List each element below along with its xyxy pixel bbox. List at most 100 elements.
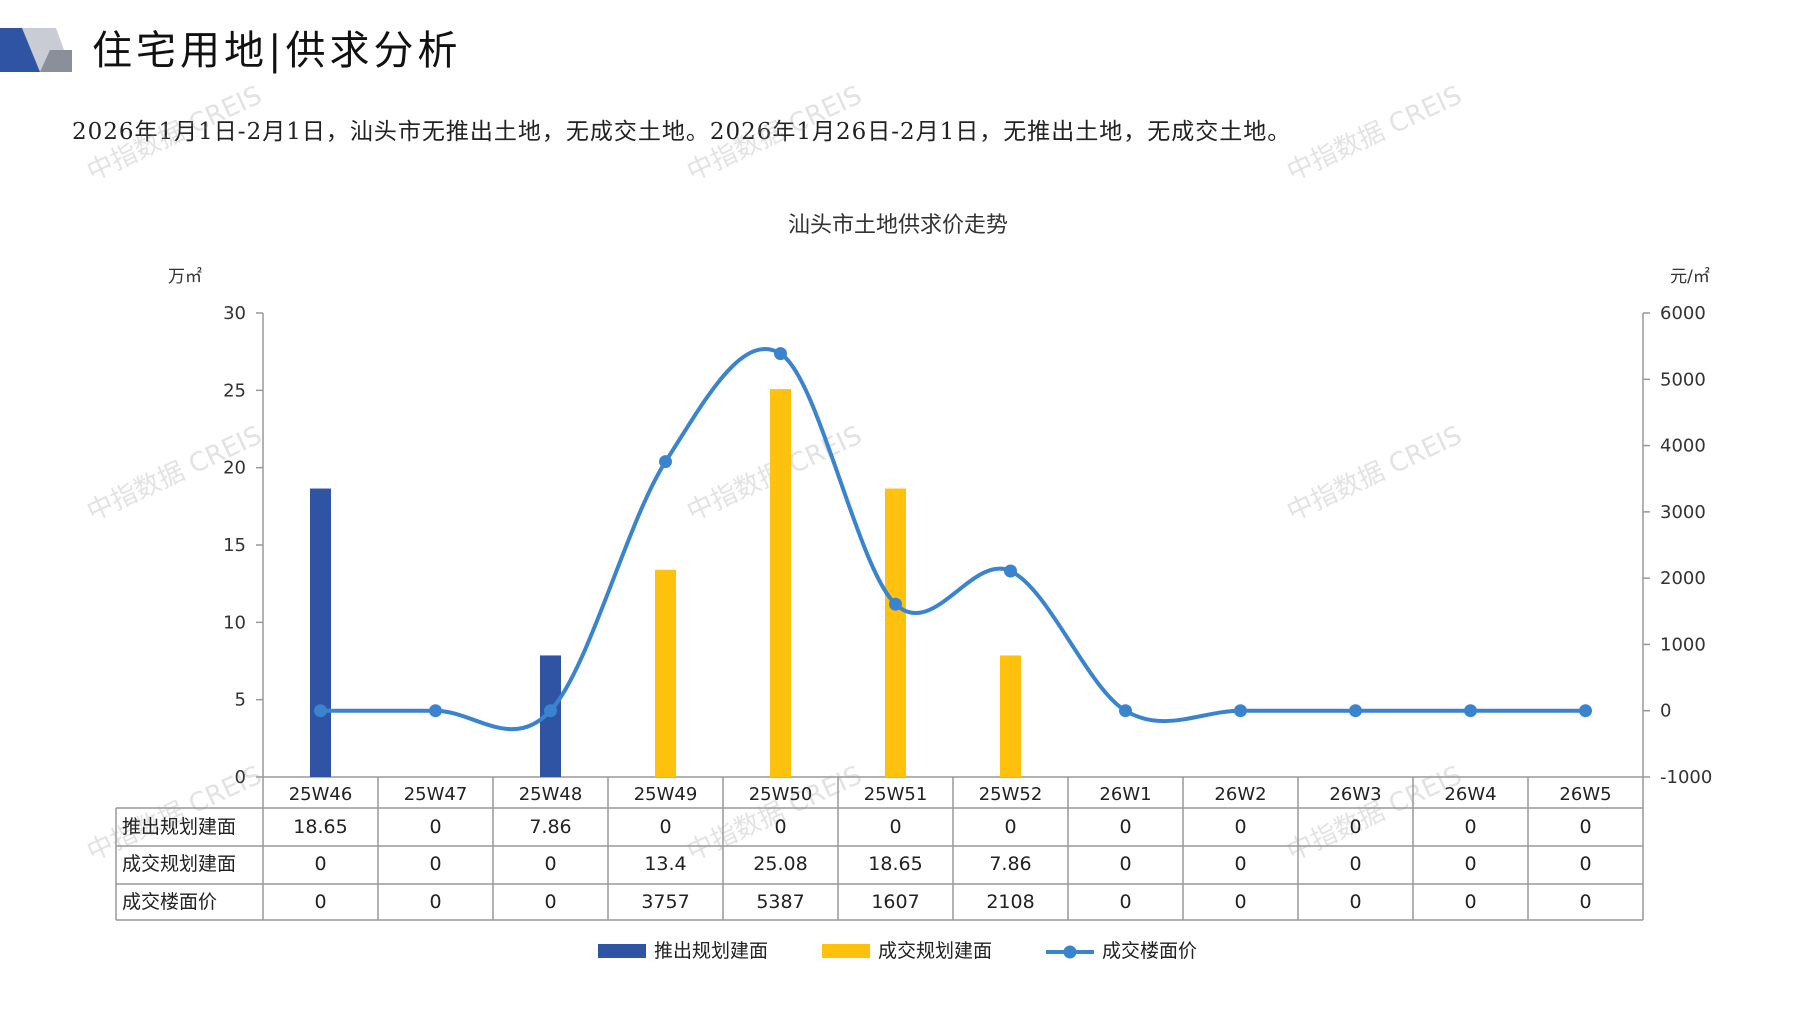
y-right-tick-label: 5000 — [1660, 369, 1706, 390]
x-tick-label: 25W46 — [289, 784, 353, 805]
table-cell: 25.08 — [753, 853, 807, 875]
x-tick-label: 25W48 — [519, 784, 583, 805]
table-cell: 0 — [1349, 891, 1361, 913]
x-tick-label: 26W3 — [1329, 784, 1381, 805]
price-point — [1349, 704, 1362, 718]
bar-deal — [655, 569, 676, 777]
axes-and-table — [115, 312, 1650, 921]
table-cell: 0 — [1119, 816, 1131, 838]
y-right-tick-label: 0 — [1660, 701, 1671, 722]
table-cell: 0 — [544, 853, 556, 875]
price-point — [544, 704, 557, 718]
table-cell: 0 — [1234, 891, 1246, 913]
table-cell: 0 — [1464, 891, 1476, 913]
legend-swatch-deal — [822, 944, 870, 958]
bar-deal — [885, 488, 906, 777]
table-cell: 0 — [314, 891, 326, 913]
price-line — [314, 347, 1592, 732]
x-tick-label: 25W52 — [979, 784, 1043, 805]
table-cell: 0 — [1464, 853, 1476, 875]
y-left-unit: 万㎡ — [168, 267, 202, 287]
y-left-tick-label: 20 — [223, 458, 246, 479]
y-right-tick-label: 1000 — [1660, 634, 1706, 655]
x-tick-label: 26W1 — [1099, 784, 1151, 805]
x-tick-label: 25W51 — [864, 784, 928, 805]
price-point — [1004, 564, 1017, 578]
y-right-unit: 元/㎡ — [1670, 267, 1710, 287]
price-point — [1119, 704, 1132, 718]
table-cell: 0 — [1464, 816, 1476, 838]
table-cell: 5387 — [756, 891, 804, 913]
bar-deal — [1000, 655, 1021, 777]
y-left-tick-label: 10 — [223, 612, 246, 633]
legend-label-price: 成交楼面价 — [1102, 940, 1197, 962]
price-point — [1234, 704, 1247, 718]
y-right-tick-label: 2000 — [1660, 568, 1706, 589]
x-tick-label: 26W2 — [1214, 784, 1266, 805]
table-cell: 0 — [429, 816, 441, 838]
x-tick-label: 25W50 — [749, 784, 813, 805]
price-point — [1579, 704, 1592, 718]
legend-swatch-supply — [598, 944, 646, 958]
table-cell: 2108 — [986, 891, 1034, 913]
table-cell: 18.65 — [293, 816, 347, 838]
y-right-tick-label: -1000 — [1660, 767, 1712, 788]
table-cell: 13.4 — [644, 853, 686, 875]
table-cell: 0 — [544, 891, 556, 913]
table-cell: 0 — [889, 816, 901, 838]
price-point — [429, 704, 442, 718]
page-title: 住宅用地|供求分析 — [92, 28, 462, 74]
table-cell: 18.65 — [868, 853, 922, 875]
y-left-tick-label: 15 — [223, 535, 246, 556]
y-left-tick-label: 5 — [235, 690, 246, 711]
price-point — [1464, 704, 1477, 718]
x-tick-label: 25W49 — [634, 784, 698, 805]
price-point — [314, 704, 327, 718]
table-cell: 0 — [429, 891, 441, 913]
table-cell: 0 — [1004, 816, 1016, 838]
table-cell: 0 — [774, 816, 786, 838]
bars — [310, 389, 1021, 777]
bar-deal — [770, 389, 791, 777]
table-cell: 0 — [1119, 853, 1131, 875]
y-left-tick-label: 25 — [223, 380, 246, 401]
summary-text: 2026年1月1日-2月1日，汕头市无推出土地，无成交土地。2026年1月26日… — [72, 119, 1292, 145]
price-line-path — [320, 347, 1586, 732]
table-cell: 1607 — [871, 891, 919, 913]
y-right-tick-label: 6000 — [1660, 303, 1706, 324]
table-row-header: 成交楼面价 — [122, 891, 217, 913]
table-cell: 0 — [1349, 853, 1361, 875]
price-point — [774, 347, 787, 361]
table-cell: 0 — [429, 853, 441, 875]
legend-label-supply: 推出规划建面 — [654, 940, 768, 962]
y-left-tick-label: 0 — [235, 767, 246, 788]
table-cell: 0 — [1579, 853, 1591, 875]
legend-marker-price — [1063, 945, 1077, 959]
x-tick-label: 26W4 — [1444, 784, 1496, 805]
table-cell: 0 — [314, 853, 326, 875]
y-left-tick-label: 30 — [223, 303, 246, 324]
y-right-tick-label: 4000 — [1660, 436, 1706, 457]
table-cell: 7.86 — [529, 816, 571, 838]
table-cell: 0 — [1234, 816, 1246, 838]
chart-title: 汕头市土地供求价走势 — [788, 213, 1008, 238]
table-cell: 0 — [1234, 853, 1246, 875]
table-cell: 0 — [1579, 816, 1591, 838]
table-cell: 0 — [1119, 891, 1131, 913]
price-point — [659, 455, 672, 469]
price-point — [889, 597, 902, 611]
header-logo-mark — [0, 28, 72, 72]
tick-labels: 0 5 10 15 20 25 30 -1000 0 1000 2000 3000 4000 5000 60… — [122, 303, 1712, 913]
table-cell: 7.86 — [989, 853, 1031, 875]
legend: 推出规划建面 成交规划建面 成交楼面价 — [598, 940, 1197, 962]
table-cell: 0 — [1349, 816, 1361, 838]
x-tick-label: 25W47 — [404, 784, 468, 805]
table-row-header: 成交规划建面 — [122, 853, 236, 875]
table-cell: 3757 — [641, 891, 689, 913]
legend-label-deal: 成交规划建面 — [878, 940, 992, 962]
bar-supply — [310, 488, 331, 777]
table-cell: 0 — [659, 816, 671, 838]
y-right-tick-label: 3000 — [1660, 502, 1706, 523]
x-tick-label: 26W5 — [1559, 784, 1611, 805]
